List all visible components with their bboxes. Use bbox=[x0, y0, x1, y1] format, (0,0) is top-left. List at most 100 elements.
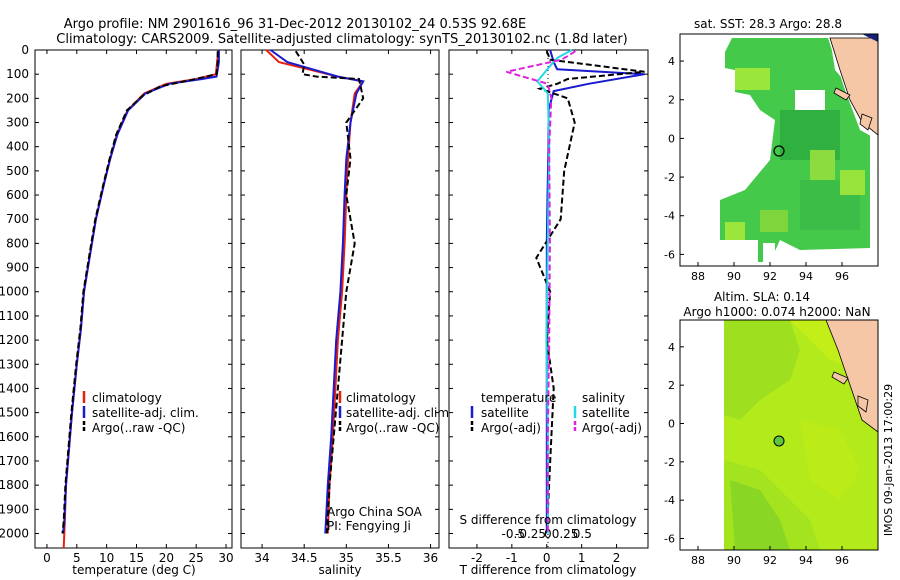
map-y-tick-label: -6 bbox=[664, 248, 675, 261]
s-tick-label: -0.25 bbox=[515, 527, 546, 541]
map-x-tick-label: 88 bbox=[691, 554, 705, 567]
map-y-tick-label: -2 bbox=[664, 456, 675, 469]
map-x-tick-label: 90 bbox=[727, 554, 741, 567]
y-tick-label: 1700 bbox=[0, 454, 29, 468]
legend-satellite-adj: satellite-adj. clim. bbox=[92, 406, 199, 420]
map-y-tick-label: 0 bbox=[668, 132, 675, 145]
sst-map-x-ticks: 88 90 92 94 96 bbox=[691, 262, 849, 283]
t-difference-label: T difference from climatology bbox=[459, 563, 637, 577]
y-tick-label: 900 bbox=[6, 261, 29, 275]
temperature-x-label: temperature (deg C) bbox=[72, 563, 195, 577]
sla-map: Altim. SLA: 0.14 Argo h1000: 0.074 h2000… bbox=[664, 290, 879, 567]
y-tick-label: 1200 bbox=[0, 333, 29, 347]
map-x-tick-label: 96 bbox=[835, 554, 849, 567]
map-y-tick-label: -6 bbox=[664, 533, 675, 546]
temperature-panel: 0 5 10 15 20 25 30 0 100 200 300 400 500 600 700 800 90… bbox=[0, 43, 234, 577]
x-tick-label: 35.5 bbox=[375, 551, 402, 565]
figure-title-line1: Argo profile: NM 2901616_96 31-Dec-2012 … bbox=[64, 17, 526, 32]
difference-panel: -2 -1 0 1 2 -0.5-0.250 0.250.5 S difference f… bbox=[448, 49, 649, 577]
s-difference-label: S difference from climatology bbox=[460, 513, 637, 527]
legend-climatology: climatology bbox=[92, 391, 162, 405]
legend-argo: Argo(..raw -QC) bbox=[92, 421, 185, 435]
y-tick-label: 600 bbox=[6, 188, 29, 202]
s-tick-label: 0.5 bbox=[573, 527, 592, 541]
sst-field bbox=[720, 34, 879, 263]
x-tick-label: 30 bbox=[218, 551, 233, 565]
y-tick-label: 1400 bbox=[0, 381, 29, 395]
sst-map-frame bbox=[679, 33, 879, 267]
x-tick-label: 1 bbox=[578, 551, 586, 565]
difference-lines bbox=[506, 49, 645, 534]
series-line-satellite-adj-clim- bbox=[269, 49, 365, 534]
map-y-tick-label: 2 bbox=[668, 94, 675, 107]
sst-argo-marker bbox=[773, 145, 785, 157]
y-tick-label: 1900 bbox=[0, 502, 29, 516]
y-tick-label: 500 bbox=[6, 164, 29, 178]
depth-y-ticks: 0 100 200 300 400 500 600 700 800 900 1000 1100 1200… bbox=[0, 43, 29, 540]
sst-map: sat. SST: 28.3 Argo: 28.8 88 90 92 94 96 -6-… bbox=[664, 17, 879, 283]
legend-climatology-sal: climatology bbox=[346, 391, 416, 405]
map-y-tick-label: 2 bbox=[668, 379, 675, 392]
legend-t-satellite: satellite bbox=[481, 406, 529, 420]
annotation-argo-china-soa: Argo China SOA bbox=[327, 505, 423, 519]
x-tick-label: -1 bbox=[506, 551, 518, 565]
x-tick-label: 5 bbox=[73, 551, 81, 565]
sla-argo-marker bbox=[773, 435, 785, 447]
legend-argo-sal: Argo(..raw -QC) bbox=[346, 421, 439, 435]
sla-map-title: Altim. SLA: 0.14 bbox=[714, 290, 810, 304]
salinity-panel: 34 34.5 35 35.5 36 salinity climatology sate… bbox=[240, 49, 453, 577]
t-difference-x-ticks: -2 -1 0 1 2 bbox=[471, 50, 620, 565]
temperature-x-ticks: 0 5 10 15 20 25 30 bbox=[43, 50, 234, 565]
y-tick-label: 1800 bbox=[0, 478, 29, 492]
series-line-argo-raw-qc- bbox=[61, 51, 219, 534]
map-y-tick-label: 4 bbox=[668, 55, 675, 68]
legend-header-salinity: salinity bbox=[582, 391, 625, 405]
map-x-tick-label: 88 bbox=[691, 270, 705, 283]
temperature-lines bbox=[61, 49, 220, 549]
legend-t-argo: Argo(-adj) bbox=[481, 421, 541, 435]
y-tick-label: 1000 bbox=[0, 285, 29, 299]
map-y-tick-label: -2 bbox=[664, 171, 675, 184]
x-tick-label: 15 bbox=[129, 551, 144, 565]
map-y-tick-label: -4 bbox=[664, 210, 675, 223]
sla-map-subtitle: Argo h1000: 0.074 h2000: NaN bbox=[683, 305, 870, 319]
y-tick-label: 400 bbox=[6, 140, 29, 154]
x-tick-label: 25 bbox=[189, 551, 204, 565]
salinity-x-ticks: 34 34.5 35 35.5 36 bbox=[254, 50, 438, 565]
map-x-tick-label: 90 bbox=[727, 270, 741, 283]
sla-map-frame bbox=[679, 319, 879, 551]
x-tick-label: 34 bbox=[254, 551, 269, 565]
y-tick-label: 800 bbox=[6, 236, 29, 250]
x-tick-label: 34.5 bbox=[291, 551, 318, 565]
salinity-lines bbox=[265, 49, 365, 534]
s-tick-label: -0.5 bbox=[502, 527, 525, 541]
legend-s-satellite: satellite bbox=[582, 406, 630, 420]
map-x-tick-label: 94 bbox=[799, 554, 813, 567]
series-line-satellite bbox=[536, 49, 573, 534]
y-tick-label: 1500 bbox=[0, 406, 29, 420]
legend-satellite-adj-sal: satellite-adj. clim. bbox=[346, 406, 453, 420]
s-tick-label: 0 bbox=[544, 527, 552, 541]
map-y-tick-label: 4 bbox=[668, 341, 675, 354]
annotation-pi: PI: Fengying Ji bbox=[327, 519, 411, 533]
map-x-tick-label: 96 bbox=[835, 270, 849, 283]
x-tick-label: -2 bbox=[471, 551, 483, 565]
temperature-plot-area bbox=[34, 49, 233, 549]
s-tick-label: 0.25 bbox=[552, 527, 579, 541]
x-tick-label: 0 bbox=[543, 551, 551, 565]
y-tick-label: 200 bbox=[6, 91, 29, 105]
difference-legend: temperature salinity satellite Argo(-adj… bbox=[470, 391, 642, 435]
y-tick-label: 1300 bbox=[0, 357, 29, 371]
temperature-legend: climatology satellite-adj. clim. Argo(..… bbox=[82, 391, 199, 435]
map-y-tick-label: 0 bbox=[668, 418, 675, 431]
sst-map-title: sat. SST: 28.3 Argo: 28.8 bbox=[694, 17, 842, 31]
map-x-tick-label: 92 bbox=[763, 554, 777, 567]
y-tick-label: 1600 bbox=[0, 430, 29, 444]
y-tick-label: 2000 bbox=[0, 526, 29, 540]
s-difference-x-ticks: -0.5-0.250 0.250.5 bbox=[502, 527, 592, 541]
sst-map-y-ticks: -6 -4 -2 0 2 4 bbox=[664, 55, 684, 261]
series-line-argo-adj- bbox=[535, 50, 645, 534]
x-tick-label: 0 bbox=[43, 551, 51, 565]
sla-map-y-ticks: -6 -4 -2 0 2 4 bbox=[664, 341, 684, 546]
